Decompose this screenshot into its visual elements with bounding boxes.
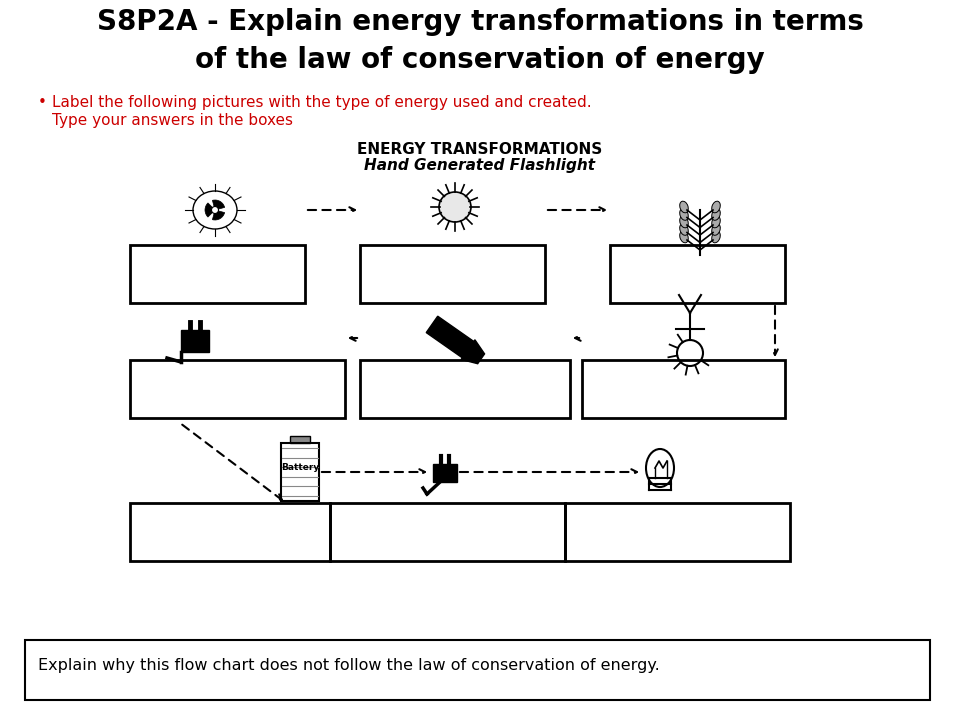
Ellipse shape — [680, 224, 688, 235]
Bar — [130, 245, 305, 303]
Ellipse shape — [439, 192, 471, 222]
FancyBboxPatch shape — [433, 464, 457, 482]
Text: Label the following pictures with the type of energy used and created.: Label the following pictures with the ty… — [52, 95, 591, 110]
Wedge shape — [212, 200, 225, 210]
Bar — [130, 503, 330, 561]
Ellipse shape — [646, 449, 674, 487]
Bar — [610, 245, 785, 303]
Bar — [290, 436, 310, 443]
Polygon shape — [426, 316, 473, 358]
Text: Explain why this flow chart does not follow the law of conservation of energy.: Explain why this flow chart does not fol… — [38, 658, 660, 673]
Ellipse shape — [711, 216, 720, 228]
Wedge shape — [205, 203, 215, 217]
Ellipse shape — [711, 209, 720, 220]
Polygon shape — [461, 340, 485, 364]
FancyBboxPatch shape — [181, 330, 209, 352]
Wedge shape — [212, 210, 225, 220]
Bar — [582, 360, 785, 418]
Ellipse shape — [680, 216, 688, 228]
Text: of the law of conservation of energy: of the law of conservation of energy — [195, 46, 765, 74]
Bar — [281, 443, 319, 501]
Bar — [565, 503, 790, 561]
Text: ENERGY TRANSFORMATIONS: ENERGY TRANSFORMATIONS — [357, 142, 603, 157]
Text: •: • — [38, 95, 47, 110]
Circle shape — [211, 207, 219, 214]
Ellipse shape — [711, 231, 720, 243]
Text: Hand Generated Flashlight: Hand Generated Flashlight — [365, 158, 595, 173]
Bar — [360, 245, 545, 303]
Text: Battery: Battery — [281, 462, 319, 472]
Bar — [360, 360, 570, 418]
Ellipse shape — [680, 231, 688, 243]
Bar — [330, 503, 565, 561]
Ellipse shape — [711, 201, 720, 213]
Ellipse shape — [680, 209, 688, 220]
Text: Type your answers in the boxes: Type your answers in the boxes — [52, 113, 293, 128]
Ellipse shape — [680, 201, 688, 213]
Bar — [25, 640, 930, 700]
Text: S8P2A - Explain energy transformations in terms: S8P2A - Explain energy transformations i… — [97, 8, 863, 36]
Ellipse shape — [711, 224, 720, 235]
Bar — [130, 360, 345, 418]
